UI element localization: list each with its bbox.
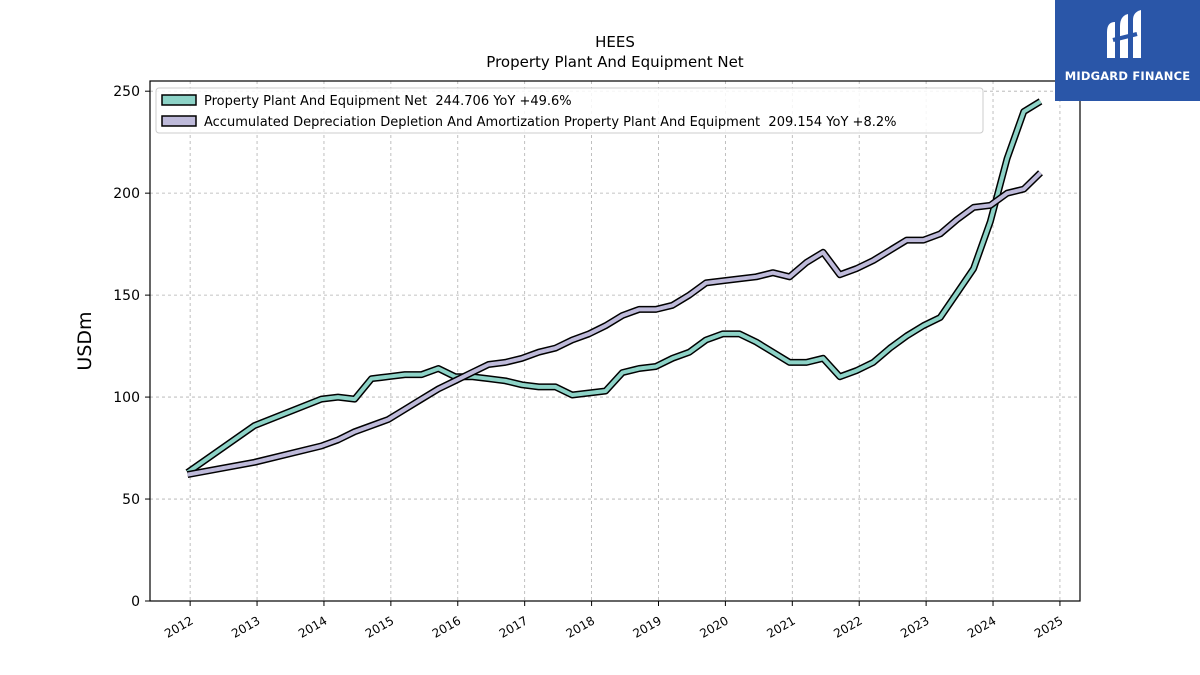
legend-label-accum-depreciation: Accumulated Depreciation Depletion And A… — [204, 115, 896, 130]
logo-text: MIDGARD FINANCE — [1064, 69, 1191, 83]
series-layer — [185, 98, 1043, 479]
chart-title: HEES — [595, 33, 635, 51]
y-tick-label: 250 — [113, 84, 140, 100]
x-tick-label: 2016 — [430, 613, 463, 640]
grid-lines — [150, 81, 1080, 602]
series-outline-1 — [186, 170, 1043, 479]
axis-ticks: 0 50 100 150 200 250 2012 2013 2014 2015 2016 2017 2… — [113, 84, 1065, 641]
y-tick-label: 200 — [113, 186, 140, 202]
x-tick-label: 2018 — [564, 613, 597, 640]
x-tick-label: 2012 — [162, 613, 195, 640]
y-tick-label: 0 — [131, 594, 140, 610]
x-tick-label: 2020 — [697, 613, 730, 640]
series-outline-0 — [185, 98, 1043, 476]
x-tick-label: 2023 — [898, 613, 931, 640]
chart-subtitle: Property Plant And Equipment Net — [486, 53, 743, 71]
x-tick-label: 2022 — [831, 613, 864, 640]
x-tick-label: 2014 — [296, 613, 329, 640]
legend-swatch-accum-depreciation — [161, 115, 197, 127]
y-tick-label: 50 — [122, 492, 140, 508]
y-tick-label: 100 — [113, 390, 140, 406]
legend: Property Plant And Equipment Net 244.706… — [155, 87, 984, 134]
plot-frame — [149, 80, 1081, 602]
x-tick-label: 2021 — [764, 613, 797, 640]
x-tick-label: 2025 — [1032, 613, 1065, 640]
series-line-1 — [187, 171, 1042, 477]
logo-mark-icon — [1107, 10, 1141, 58]
x-tick-label: 2015 — [363, 613, 396, 640]
midgard-finance-logo: MIDGARD FINANCE — [1055, 0, 1200, 101]
legend-box — [155, 87, 984, 134]
legend-label-ppe-net: Property Plant And Equipment Net 244.706… — [204, 94, 572, 109]
series-line-0 — [186, 99, 1042, 475]
y-tick-label: 150 — [113, 288, 140, 304]
x-tick-label: 2019 — [631, 613, 664, 640]
x-tick-label: 2017 — [497, 613, 530, 640]
legend-swatch-ppe-net — [161, 94, 197, 106]
x-tick-label: 2013 — [229, 613, 262, 640]
y-axis-label: USDm — [74, 311, 96, 370]
x-tick-label: 2024 — [965, 613, 998, 640]
